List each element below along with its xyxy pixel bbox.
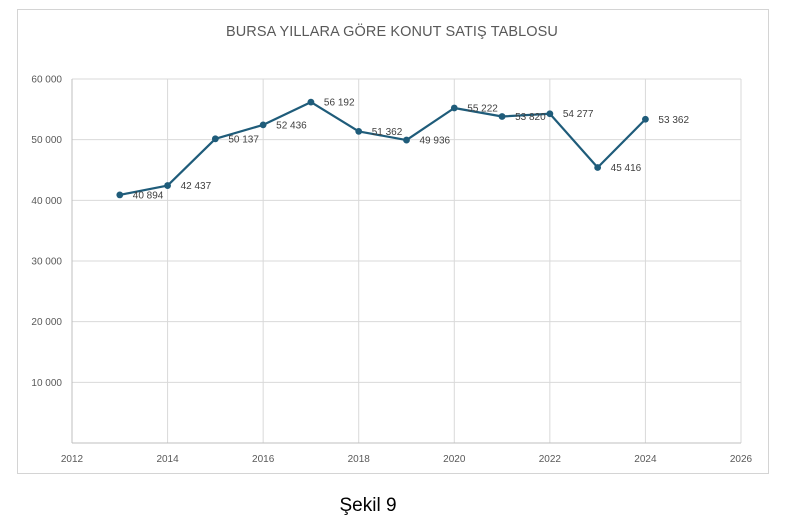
y-tick-label: 20 000 [31,317,62,328]
x-tick-label: 2026 [730,454,753,465]
x-tick-label: 2016 [252,454,275,465]
data-point [355,128,363,135]
data-point [642,115,649,123]
data-point [450,104,458,112]
data-label: 51 362 [372,127,403,138]
data-label: 52 436 [276,120,307,131]
x-tick-label: 2018 [348,454,371,465]
data-point [498,113,506,120]
data-point [211,135,219,143]
data-point [403,136,410,144]
tick-labels: 10 000 20 000 30 000 40 000 50 000 60 000 2012… [31,75,752,466]
data-label: 54 277 [563,109,594,120]
axes [71,79,741,444]
series [116,98,649,199]
grid-lines [72,78,742,443]
data-label: 42 437 [181,181,212,192]
y-tick-label: 40 000 [31,196,62,207]
y-tick-label: 10 000 [31,378,62,389]
y-tick-label: 30 000 [31,257,62,268]
data-point [546,110,554,118]
data-point [164,182,171,189]
x-tick-label: 2014 [156,454,179,465]
x-tick-label: 2022 [539,454,562,465]
data-point [594,164,602,171]
y-tick-label: 50 000 [31,135,62,146]
data-label: 49 936 [420,136,451,147]
data-label: 55 222 [467,103,498,114]
x-tick-label: 2012 [61,454,84,465]
chart-title: BURSA YILLARA GÖRE KONUT SATIŞ TABLOSU [226,22,558,40]
data-point [116,191,124,199]
y-tick-label: 60 000 [31,75,62,86]
chart-frame [17,9,769,474]
data-label: 45 416 [611,163,642,174]
data-label: 53 362 [658,115,689,126]
data-labels: 40 894 42 437 50 137 52 436 56 192 51 362 49 9… [133,98,690,202]
x-tick-label: 2020 [443,454,466,465]
data-label: 53 820 [515,112,546,123]
series-line [119,100,647,196]
data-point [307,98,315,106]
data-label: 40 894 [133,190,164,201]
data-label: 50 137 [228,134,259,145]
x-tick-label: 2024 [634,454,657,465]
figure-caption: Şekil 9 [339,495,397,516]
data-label: 56 192 [324,98,355,109]
data-point [259,121,267,129]
